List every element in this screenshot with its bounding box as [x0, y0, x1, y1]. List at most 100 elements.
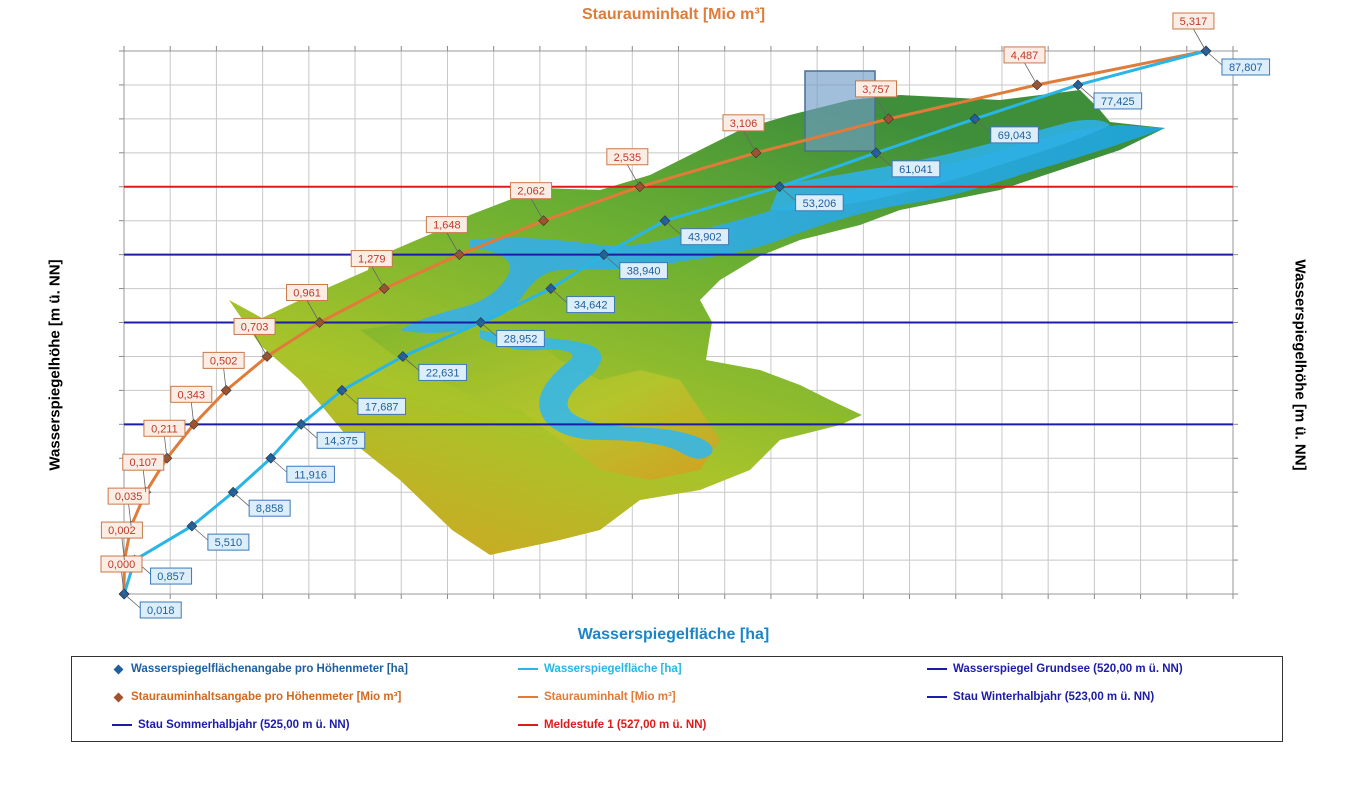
- volume-data-label: 3,757: [862, 84, 890, 96]
- area-leader: [300, 424, 318, 439]
- volume-leader: [626, 164, 641, 187]
- legend-label: Stau Sommerhalbjahr (525,00 m ü. NN): [138, 719, 350, 731]
- volume-data-label: 3,106: [730, 118, 758, 130]
- volume-leader: [254, 334, 268, 357]
- volume-data-label-box: [350, 250, 393, 268]
- volume-data-label-box: [286, 284, 329, 301]
- volume-data-label: 2,062: [517, 186, 545, 198]
- area-leader: [875, 152, 893, 168]
- volume-leader: [190, 402, 195, 425]
- legend-item: Wasserspiegelflächenangabe pro Höhenmete…: [112, 663, 408, 675]
- area-data-label: 14,375: [324, 435, 358, 447]
- volume-leader: [530, 198, 544, 221]
- volume-data-label-box: [170, 385, 213, 403]
- area-data-label: 28,952: [504, 334, 538, 346]
- volume-data-label-box: [100, 555, 143, 573]
- area-data-label-box: [566, 296, 615, 314]
- area-data-label-box: [418, 363, 467, 381]
- volume-leader: [121, 571, 125, 595]
- area-leader: [402, 356, 420, 371]
- volume-data-label: 0,502: [210, 355, 238, 367]
- volume-data-label-box: [100, 521, 143, 539]
- area-data-label-box: [680, 228, 730, 246]
- area-leader: [123, 593, 141, 609]
- volume-data-label-box: [233, 317, 276, 335]
- volume-data-label: 4,487: [1011, 50, 1039, 62]
- area-data-label: 43,902: [688, 232, 722, 244]
- legend-line-icon: [927, 696, 947, 698]
- area-data-label-box: [207, 533, 250, 551]
- volume-data-label-box: [107, 487, 150, 505]
- area-leader: [1205, 50, 1223, 66]
- volume-leader: [121, 538, 125, 561]
- legend-line-icon: [518, 724, 538, 726]
- area-data-label-box: [316, 431, 366, 449]
- reference-lines: [124, 185, 1233, 426]
- area-data-label: 0,857: [157, 571, 185, 583]
- legend-item: Stau Winterhalbjahr (523,00 m ü. NN): [927, 691, 1154, 703]
- volume-data-label-box: [1172, 12, 1215, 30]
- area-leader: [270, 457, 288, 473]
- legend-label: Staurauminhalt [Mio m³]: [544, 691, 676, 703]
- legend-line-icon: [518, 696, 538, 698]
- volume-data-label: 5,317: [1180, 16, 1208, 28]
- volume-data-label: 1,279: [358, 254, 386, 266]
- volume-data-label-box: [425, 216, 468, 234]
- volume-data-label: 2,535: [614, 152, 642, 164]
- volume-data-label: 0,343: [178, 389, 206, 401]
- volume-leader: [446, 232, 460, 255]
- volume-data-label: 0,035: [115, 491, 143, 503]
- area-data-label-box: [619, 262, 668, 280]
- area-data-label: 38,940: [627, 266, 661, 278]
- area-data-label-box: [1093, 92, 1143, 110]
- legend-label: Meldestufe 1 (527,00 m ü. NN): [544, 719, 707, 731]
- volume-leader: [875, 96, 889, 120]
- volume-leader: [1193, 28, 1207, 52]
- area-data-label: 11,916: [294, 469, 327, 481]
- legend-line-icon: [112, 724, 132, 726]
- legend-line-icon: [927, 668, 947, 670]
- area-leader: [550, 288, 568, 303]
- area-leader: [974, 118, 992, 134]
- area-data-label-box: [891, 160, 941, 178]
- volume-data-label-box: [122, 453, 165, 471]
- area-data-label: 77,425: [1101, 96, 1135, 108]
- area-data-label: 87,807: [1229, 62, 1263, 74]
- legend-label: Wasserspiegelfläche [ha]: [544, 663, 682, 675]
- area-leader: [232, 491, 250, 507]
- volume-data-label: 1,648: [433, 220, 461, 232]
- legend-item: Staurauminhaltsangabe pro Höhenmeter [Mi…: [112, 691, 401, 703]
- legend-item: Wasserspiegel Grundsee (520,00 m ü. NN): [927, 663, 1183, 675]
- area-leader: [191, 525, 209, 541]
- top-axis-title: Staurauminhalt [Mio m³]: [581, 6, 766, 23]
- legend-diamond-icon: [113, 692, 124, 702]
- area-leader: [603, 254, 621, 269]
- legend-item: Wasserspiegelfläche [ha]: [518, 663, 682, 675]
- water-river: [400, 125, 1165, 333]
- volume-data-label: 0,211: [151, 423, 178, 435]
- volume-leader: [128, 504, 132, 527]
- volume-data-label-box: [722, 114, 765, 132]
- legend-label: Staurauminhaltsangabe pro Höhenmeter [Mi…: [131, 691, 402, 703]
- area-data-label-box: [286, 465, 335, 483]
- area-leader: [664, 220, 682, 235]
- area-data-label-box: [248, 499, 291, 517]
- area-data-label: 0,018: [147, 605, 175, 617]
- bottom-axis-title: Wasserspiegelfläche [ha]: [577, 626, 770, 643]
- volume-data-label-box: [143, 419, 186, 437]
- data-labels: 0,018 0,857 5,510 8,858 11,916 14,375 17,687 22…: [100, 12, 1271, 619]
- area-data-label: 69,043: [998, 130, 1032, 142]
- legend-item: Staurauminhalt [Mio m³]: [518, 691, 676, 703]
- area-data-label: 5,510: [215, 537, 243, 549]
- legend-label: Wasserspiegelflächenangabe pro Höhenmete…: [131, 663, 408, 675]
- area-leader: [341, 390, 359, 405]
- area-data-label-box: [496, 330, 545, 347]
- volume-leader: [306, 300, 320, 323]
- volume-leader: [743, 130, 757, 154]
- volume-leader: [1024, 62, 1038, 86]
- volume-data-label-box: [854, 80, 897, 98]
- area-data-label-box: [357, 397, 407, 415]
- area-data-label: 61,041: [899, 164, 933, 176]
- volume-data-label-box: [510, 182, 553, 200]
- volume-leader: [164, 436, 168, 459]
